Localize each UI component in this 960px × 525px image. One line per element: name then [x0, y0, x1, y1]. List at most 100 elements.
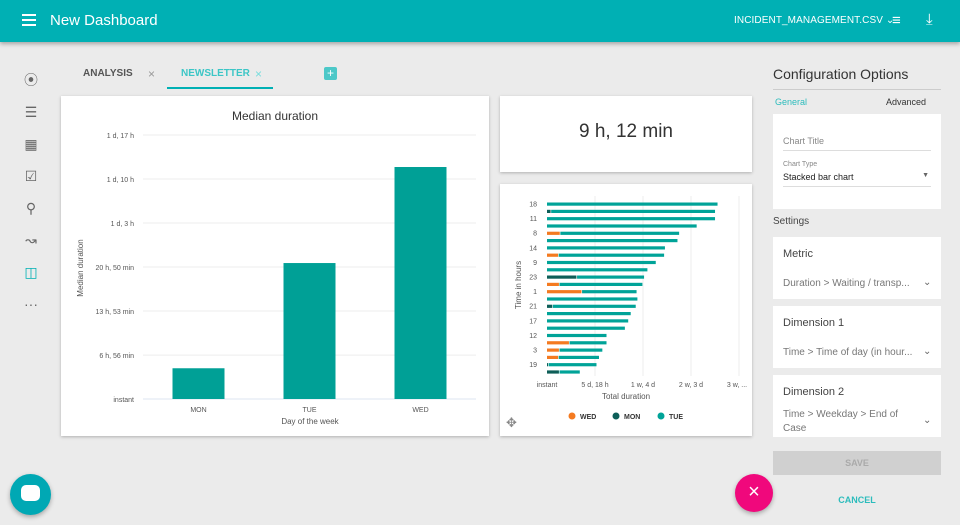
dimension2-label: Dimension 2: [783, 386, 845, 398]
y-axis-label: Time in hours: [514, 261, 523, 309]
cancel-button[interactable]: CANCEL: [838, 495, 876, 505]
tab-general[interactable]: General: [775, 97, 808, 107]
kpi-value: 9 h, 12 min: [579, 121, 673, 142]
bar-segment-tue: [552, 304, 636, 308]
legend-label: TUE: [669, 414, 683, 421]
x-tick-label: 2 w, 3 d: [679, 382, 703, 389]
legend-label: WED: [580, 414, 596, 421]
median-duration-card: Median duration instant 6 h, 56 min 13 h, 5…: [61, 96, 489, 436]
app-header: New Dashboard INCIDENT_MANAGEMENT.CSV ⌄ …: [0, 0, 960, 42]
dropdown-arrow-icon: ▼: [922, 172, 929, 179]
file-name: INCIDENT_MANAGEMENT.CSV: [734, 15, 883, 26]
bar-segment-wed: [547, 290, 582, 294]
x-tick-label: TUE: [303, 407, 317, 414]
legend-label: MON: [624, 414, 640, 421]
lightbulb-icon[interactable]: ⚲: [25, 200, 37, 216]
bar-segment-wed: [547, 341, 569, 345]
bar-segment-tue: [560, 231, 680, 235]
bar-wed: [394, 167, 447, 399]
filter-icon[interactable]: ≡: [892, 12, 901, 29]
y-tick-label: 12: [529, 333, 537, 340]
stacked-bar-card: instant 5 d, 18 h 1 w, 4 d 2 w, 3 d 3 w, ...…: [500, 184, 752, 436]
y-tick-label: instant: [113, 397, 134, 404]
active-tab-indicator: [167, 87, 273, 89]
x-tick-label: instant: [537, 382, 558, 389]
y-tick-label: 13 h, 53 min: [95, 309, 134, 316]
chat-button[interactable]: [10, 474, 51, 515]
median-duration-chart: Median duration instant 6 h, 56 min 13 h, 5…: [76, 109, 476, 426]
dimension1-value: Time > Time of day (in hour...: [783, 347, 913, 358]
dimension2-value: Time > Weekday > End of Case: [783, 409, 899, 434]
x-axis-label: Total duration: [602, 392, 650, 401]
bar-segment-wed: [547, 231, 560, 235]
chart-title-input[interactable]: Chart Title: [783, 136, 931, 151]
bar-segment-tue: [547, 246, 665, 250]
bar-segment-mon: [547, 370, 559, 374]
bar-segment-tue: [547, 319, 629, 323]
download-icon[interactable]: ⤓: [926, 11, 933, 28]
bar-segment-tue: [559, 370, 580, 374]
bar-segment-tue: [569, 341, 607, 345]
bar-segment-tue: [559, 282, 643, 286]
close-tab-newsletter-icon[interactable]: ×: [255, 67, 263, 81]
kpi-card: 9 h, 12 min: [500, 96, 752, 172]
bar-segment-tue: [548, 363, 597, 367]
bar-segment-mon: [547, 209, 551, 213]
save-button[interactable]: SAVE: [773, 451, 941, 475]
tab-advanced[interactable]: Advanced: [886, 97, 927, 107]
bar-segment-mon: [547, 363, 549, 367]
dimension1-label: Dimension 1: [783, 317, 845, 329]
bar-chart-icon[interactable]: ▦: [24, 136, 38, 152]
bar-segment-wed: [547, 348, 559, 352]
bar-segment-tue: [558, 253, 665, 257]
bar-segment-tue: [547, 297, 638, 301]
x-tick-label: WED: [412, 407, 428, 414]
y-tick-label: 1 d, 17 h: [107, 133, 134, 140]
bar-mon: [172, 368, 225, 399]
metric-label: Metric: [783, 248, 813, 260]
trend-icon[interactable]: ↝: [25, 232, 37, 248]
file-selector[interactable]: INCIDENT_MANAGEMENT.CSV ⌄: [734, 15, 894, 26]
close-tab-analysis-icon[interactable]: ×: [148, 67, 156, 81]
dimension2-panel[interactable]: Dimension 2 Time > Weekday > End of Case…: [773, 375, 941, 437]
chat-bubble-icon: [21, 485, 40, 501]
legend-marker-wed: [568, 412, 576, 420]
y-tick-label: 14: [529, 245, 537, 252]
stacked-bar-chart: instant 5 d, 18 h 1 w, 4 d 2 w, 3 d 3 w, ...…: [514, 196, 747, 421]
y-tick-label: 1 d, 10 h: [107, 177, 134, 184]
tab-newsletter[interactable]: NEWSLETTER: [181, 68, 250, 79]
tab-analysis[interactable]: ANALYSIS: [83, 68, 133, 79]
bar-segment-wed: [547, 282, 559, 286]
compass-icon[interactable]: ⦿: [24, 72, 38, 88]
clipboard-check-icon[interactable]: ☑: [24, 168, 38, 184]
y-tick-label: 18: [529, 202, 537, 209]
x-tick-label: 5 d, 18 h: [581, 382, 608, 389]
chart-type-select[interactable]: Stacked bar chart ▼: [783, 172, 931, 187]
divider: [773, 89, 941, 90]
bar-tue: [283, 263, 336, 399]
menu-icon[interactable]: [22, 14, 36, 26]
dashboard-icon[interactable]: ◫: [24, 264, 38, 280]
page-title: New Dashboard: [50, 12, 158, 29]
bar-segment-tue: [547, 333, 607, 338]
y-tick-label: 3: [533, 348, 537, 355]
y-tick-label: 8: [533, 231, 537, 238]
add-tab-button[interactable]: +: [324, 67, 337, 80]
bar-segment-tue: [547, 326, 625, 330]
chevron-down-icon: ⌄: [885, 15, 895, 26]
x-tick-label: 3 w, ...: [727, 382, 747, 389]
x-axis-label: Day of the week: [281, 417, 339, 426]
dimension1-panel[interactable]: Dimension 1 Time > Time of day (in hour.…: [773, 306, 941, 368]
x-tick-label: MON: [190, 407, 206, 414]
chart-type-value: Stacked bar chart: [783, 172, 854, 182]
bar-segment-tue: [547, 260, 656, 265]
config-title: Configuration Options: [773, 66, 909, 82]
y-tick-label: 17: [529, 318, 537, 325]
bar-segment-tue: [551, 209, 716, 213]
more-icon[interactable]: ···: [24, 296, 38, 312]
close-fab-button[interactable]: ×: [735, 474, 773, 512]
y-tick-label: 11: [530, 216, 537, 223]
list-icon[interactable]: ☰: [24, 104, 38, 120]
move-handle-icon[interactable]: ✥: [506, 415, 517, 430]
metric-panel[interactable]: Metric Duration > Waiting / transp... ⌄: [773, 237, 941, 299]
